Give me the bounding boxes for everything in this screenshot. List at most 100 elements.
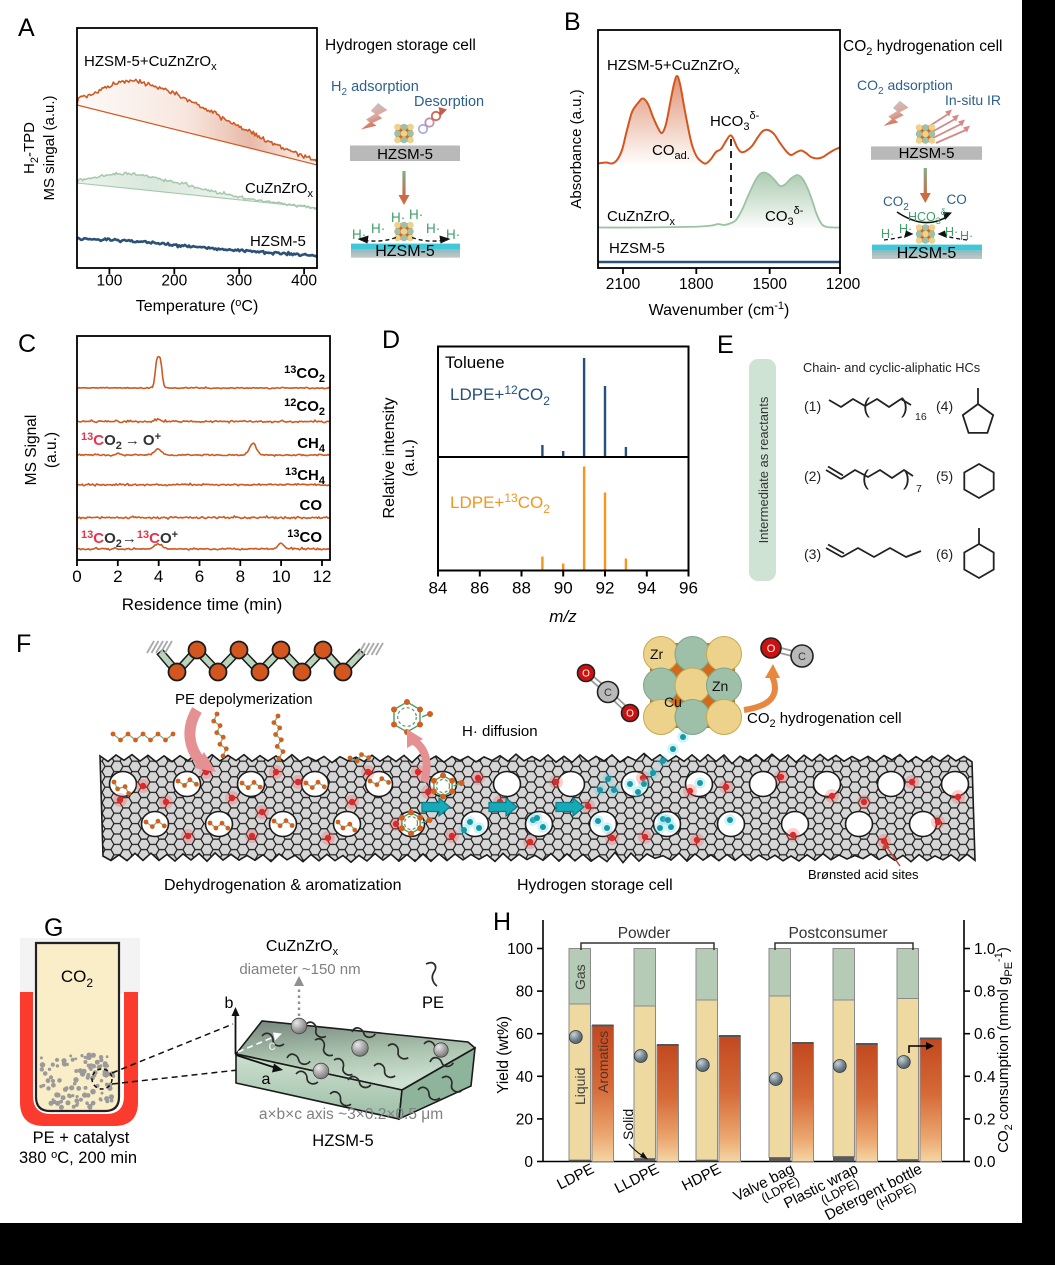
svg-text:2100: 2100 bbox=[606, 276, 641, 293]
svg-text:200: 200 bbox=[161, 273, 187, 290]
svg-text:13CH4: 13CH4 bbox=[285, 466, 326, 487]
svg-text:1200: 1200 bbox=[826, 276, 861, 293]
svg-text:Solid: Solid bbox=[620, 1109, 636, 1140]
svg-text:(: ( bbox=[863, 395, 870, 418]
svg-text:(6): (6) bbox=[936, 546, 953, 562]
svg-text:Desorption: Desorption bbox=[414, 94, 484, 110]
svg-text:Relative intensity: Relative intensity bbox=[381, 398, 398, 519]
svg-text:0.0: 0.0 bbox=[974, 1154, 996, 1171]
svg-text:a×b×c axis ~3×0.2×0.5 μm: a×b×c axis ~3×0.2×0.5 μm bbox=[259, 1106, 443, 1123]
svg-text:Aromatics: Aromatics bbox=[595, 1031, 611, 1093]
svg-text:CH4: CH4 bbox=[297, 435, 326, 455]
svg-text:O: O bbox=[626, 709, 634, 720]
svg-text:Intermediate as reactants: Intermediate as reactants bbox=[756, 396, 771, 543]
svg-text:PE: PE bbox=[422, 994, 444, 1012]
svg-text:a: a bbox=[262, 1071, 271, 1088]
svg-text:CO2 hydrogenation cell: CO2 hydrogenation cell bbox=[843, 38, 1003, 58]
svg-text:80: 80 bbox=[516, 984, 534, 1001]
svg-text:C: C bbox=[18, 330, 36, 358]
svg-text:Dehydrogenation & aromatizatio: Dehydrogenation & aromatization bbox=[164, 877, 401, 894]
svg-text:O: O bbox=[767, 643, 776, 655]
svg-text:Zr: Zr bbox=[650, 646, 664, 662]
svg-text:Powder: Powder bbox=[618, 925, 671, 942]
svg-text:Liquid: Liquid bbox=[572, 1068, 588, 1105]
svg-text:(: ( bbox=[862, 467, 869, 490]
svg-text:CO: CO bbox=[947, 192, 967, 207]
svg-text:G: G bbox=[44, 914, 63, 942]
svg-text:C: C bbox=[798, 651, 806, 663]
svg-text:0.4: 0.4 bbox=[974, 1069, 996, 1086]
svg-text:A: A bbox=[18, 14, 35, 42]
svg-text:Hydrogen storage cell: Hydrogen storage cell bbox=[517, 877, 673, 894]
svg-text:Zn: Zn bbox=[712, 678, 728, 694]
svg-text:B: B bbox=[564, 8, 581, 36]
svg-text:MS Signal: MS Signal bbox=[23, 415, 40, 486]
svg-text:13CO2 → O+: 13CO2 → O+ bbox=[81, 431, 161, 452]
svg-text:Toluene: Toluene bbox=[445, 353, 505, 372]
svg-text:H: H bbox=[493, 908, 511, 936]
svg-text:HZSM-5: HZSM-5 bbox=[312, 1132, 373, 1150]
svg-text:PE + catalyst: PE + catalyst bbox=[33, 1129, 130, 1147]
svg-text:0.2: 0.2 bbox=[974, 1111, 996, 1128]
svg-text:0: 0 bbox=[524, 1154, 533, 1171]
svg-text:Brønsted acid sites: Brønsted acid sites bbox=[808, 867, 919, 882]
svg-text:Gas: Gas bbox=[572, 964, 588, 990]
svg-text:1500: 1500 bbox=[752, 276, 787, 293]
svg-text:CO2: CO2 bbox=[61, 967, 94, 990]
svg-text:90: 90 bbox=[554, 579, 573, 598]
svg-text:HZSM-5: HZSM-5 bbox=[377, 146, 433, 163]
svg-text:20: 20 bbox=[516, 1111, 534, 1128]
svg-text:H·: H· bbox=[391, 210, 405, 225]
svg-text:(3): (3) bbox=[804, 546, 821, 562]
svg-text:HZSM-5: HZSM-5 bbox=[897, 245, 957, 262]
svg-text:60: 60 bbox=[516, 1026, 534, 1043]
svg-text:Wavenumber (cm-1): Wavenumber (cm-1) bbox=[649, 300, 790, 319]
svg-text:(1): (1) bbox=[804, 398, 821, 414]
svg-text:92: 92 bbox=[596, 579, 615, 598]
svg-text:86: 86 bbox=[470, 579, 489, 598]
svg-text:In-situ IR: In-situ IR bbox=[945, 92, 1001, 108]
svg-text:300: 300 bbox=[226, 273, 252, 290]
svg-text:100: 100 bbox=[507, 941, 533, 958]
svg-text:0: 0 bbox=[72, 567, 81, 586]
svg-text:96: 96 bbox=[679, 579, 698, 598]
svg-text:88: 88 bbox=[512, 579, 531, 598]
svg-text:7: 7 bbox=[916, 483, 922, 495]
svg-text:Chain- and cyclic-aliphatic HC: Chain- and cyclic-aliphatic HCs bbox=[803, 360, 980, 375]
svg-text:H·: H· bbox=[881, 227, 894, 241]
svg-text:1.0: 1.0 bbox=[974, 941, 996, 958]
svg-text:E: E bbox=[717, 331, 734, 359]
svg-text:84: 84 bbox=[429, 579, 448, 598]
svg-text:CO2 hydrogenation cell: CO2 hydrogenation cell bbox=[747, 710, 902, 730]
svg-text:10: 10 bbox=[272, 567, 291, 586]
svg-text:H2 adsorption: H2 adsorption bbox=[331, 79, 419, 98]
svg-text:CO2 consumption (mmol gPE-1): CO2 consumption (mmol gPE-1) bbox=[993, 947, 1015, 1153]
svg-text:400: 400 bbox=[291, 273, 317, 290]
svg-text:CuZnZrOx: CuZnZrOx bbox=[266, 938, 339, 958]
svg-text:MS singal (a.u.): MS singal (a.u.) bbox=[41, 95, 58, 200]
svg-text:H·: H· bbox=[426, 221, 440, 236]
svg-text:0.6: 0.6 bbox=[974, 1026, 996, 1043]
svg-text:H·: H· bbox=[446, 227, 460, 242]
svg-text:(5): (5) bbox=[936, 468, 953, 484]
svg-text:Residence time (min): Residence time (min) bbox=[122, 595, 283, 614]
svg-text:6: 6 bbox=[195, 567, 204, 586]
svg-text:PE depolymerization: PE depolymerization bbox=[175, 691, 313, 708]
svg-text:HZSM-5: HZSM-5 bbox=[609, 240, 665, 257]
svg-text:diameter ~150 nm: diameter ~150 nm bbox=[239, 961, 360, 978]
svg-text:H·: H· bbox=[409, 207, 423, 222]
svg-text:(4): (4) bbox=[936, 398, 953, 414]
svg-text:HZSM-5: HZSM-5 bbox=[375, 243, 435, 260]
svg-text:(a.u.): (a.u.) bbox=[401, 439, 418, 476]
svg-text:16: 16 bbox=[915, 411, 927, 423]
svg-text:1800: 1800 bbox=[679, 276, 714, 293]
svg-text:D: D bbox=[382, 326, 400, 354]
svg-text:): ) bbox=[901, 395, 908, 418]
svg-text:F: F bbox=[16, 630, 31, 658]
svg-text:13CO2→13CO+: 13CO2→13CO+ bbox=[81, 529, 178, 550]
svg-text:LDPE+13CO2: LDPE+13CO2 bbox=[450, 491, 550, 516]
svg-text:Cu: Cu bbox=[664, 694, 682, 710]
svg-text:40: 40 bbox=[516, 1069, 534, 1086]
svg-text:H·: H· bbox=[960, 229, 973, 243]
svg-text:c: c bbox=[269, 1037, 276, 1053]
